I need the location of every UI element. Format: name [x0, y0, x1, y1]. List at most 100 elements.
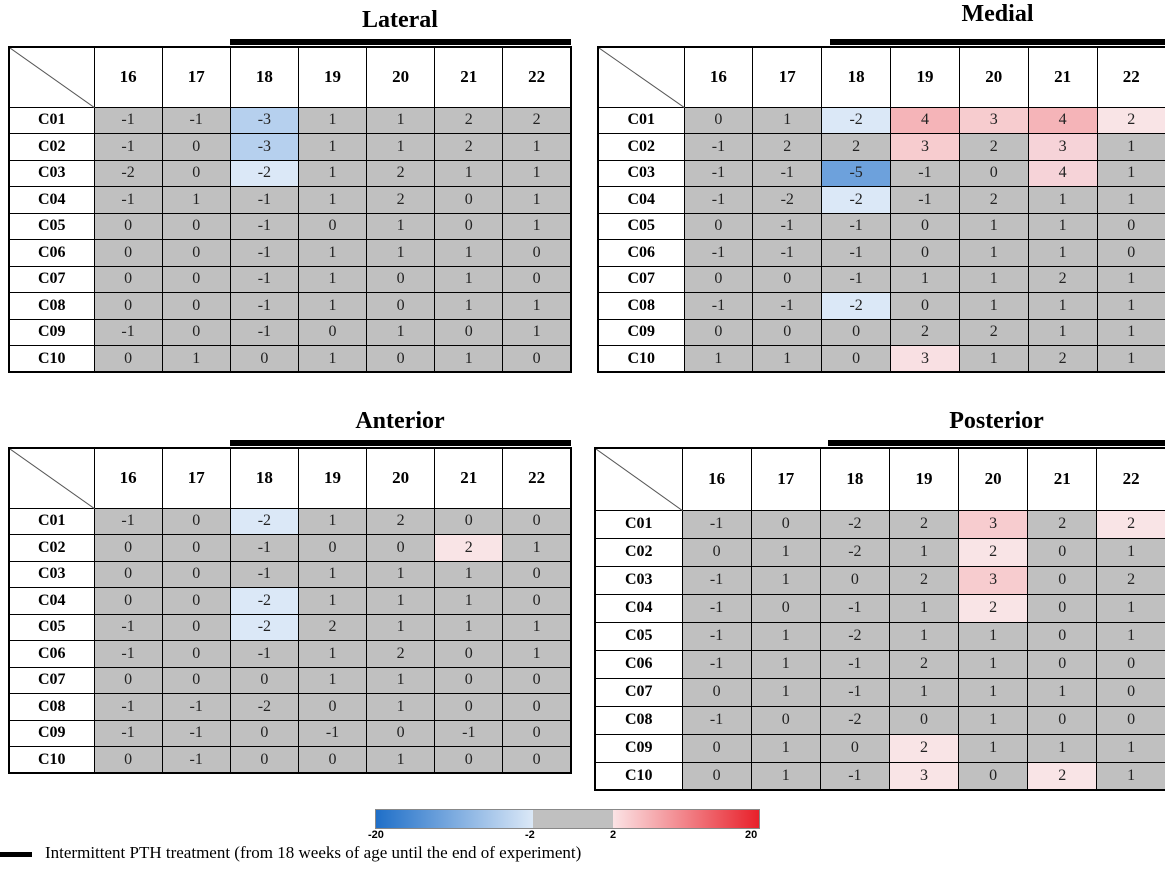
row-header: C08 [594, 705, 683, 735]
table-row: C01 0 1 -2 4 3 4 2 [597, 106, 1165, 134]
column-header: 21 [434, 46, 504, 108]
colorscale-bar [375, 809, 760, 829]
heatmap-cell: 0 [161, 159, 231, 187]
heatmap-cell: 1 [1027, 186, 1098, 214]
heatmap-cell: 1 [958, 677, 1029, 707]
heatmap-cell: 0 [434, 186, 504, 214]
table-row: C02 -1 2 2 3 2 3 1 [597, 133, 1165, 161]
heatmap-cell: 0 [93, 666, 163, 694]
table-row: C01 -1 -1 -3 1 1 2 2 [8, 106, 572, 134]
heatmap-cell: 0 [434, 212, 504, 240]
heatmap-cell: 1 [161, 345, 231, 373]
heatmap-cell: 0 [161, 292, 231, 320]
heatmap-cell: 1 [502, 534, 572, 562]
colorscale-tick: 20 [745, 829, 758, 841]
column-header: 20 [958, 46, 1029, 108]
heatmap-cell: 0 [750, 509, 821, 539]
column-header: 16 [683, 46, 754, 108]
heatmap-cell: 1 [750, 649, 821, 679]
heatmap-cell: 0 [434, 507, 504, 535]
heatmap-cell: -1 [93, 186, 163, 214]
row-header: C01 [8, 507, 95, 535]
heatmap-cell: 0 [434, 666, 504, 694]
heatmap-cell: 1 [434, 613, 504, 641]
colorscale-positive-segment [613, 810, 759, 828]
heatmap-cell: 0 [229, 719, 299, 747]
heatmap-cell: 2 [1027, 761, 1098, 791]
heatmap-cell: -1 [890, 186, 960, 214]
row-header: C01 [597, 106, 685, 134]
table-row: C01 -1 0 -2 1 2 0 0 [8, 507, 572, 535]
heatmap-cell: 1 [888, 593, 960, 623]
heatmap-cell: 2 [1027, 509, 1098, 539]
table-row: C03 -1 -1 -5 -1 0 4 1 [597, 159, 1165, 187]
column-header: 20 [366, 447, 436, 509]
heatmap-cell: 1 [297, 560, 368, 588]
column-header: 21 [1027, 447, 1098, 511]
heatmap-cell: 1 [750, 733, 821, 763]
heatmap-cell: -1 [93, 613, 163, 641]
heatmap-cell: -1 [752, 159, 823, 187]
heatmap-cell: 2 [1096, 509, 1165, 539]
heatmap-cell: -2 [229, 507, 299, 535]
row-header: C04 [8, 587, 95, 615]
heatmap-cell: 0 [161, 666, 231, 694]
heatmap-cell: -1 [161, 719, 231, 747]
heatmap-cell: 1 [683, 345, 754, 373]
heatmap-cell: 1 [890, 265, 960, 293]
heatmap-cell: -1 [297, 719, 368, 747]
treatment-bar-posterior [828, 440, 1165, 446]
heatmap-cell: 0 [502, 719, 572, 747]
table-corner [594, 447, 683, 511]
row-header: C07 [594, 677, 683, 707]
table-row: C08 -1 0 -2 0 1 0 0 [594, 705, 1165, 735]
table-row: C06 0 0 -1 1 1 1 0 [8, 239, 572, 267]
heatmap-cell: 1 [1027, 292, 1098, 320]
heatmap-cell: 0 [161, 560, 231, 588]
heatmap-cell: 0 [93, 345, 163, 373]
heatmap-cell: 1 [434, 560, 504, 588]
heatmap-table-lateral: 16 17 18 19 20 21 22 C01 -1 -1 -3 1 1 2 2 C02 -1 0 -3 1 1 2 1 C… [8, 46, 572, 373]
column-header: 16 [93, 46, 163, 108]
heatmap-cell: 0 [297, 318, 368, 346]
table-row: C07 0 0 -1 1 0 1 0 [8, 265, 572, 293]
heatmap-cell: 1 [366, 133, 436, 161]
table-row: C02 0 1 -2 1 2 0 1 [594, 537, 1165, 567]
column-header: 19 [297, 447, 368, 509]
row-header: C06 [8, 239, 95, 267]
heatmap-cell: 2 [297, 613, 368, 641]
row-header: C10 [597, 345, 685, 373]
heatmap-cell: 0 [93, 746, 163, 774]
treatment-legend-line [0, 852, 32, 857]
heatmap-cell: 1 [297, 507, 368, 535]
heatmap-cell: 1 [1096, 133, 1165, 161]
heatmap-cell: 0 [161, 587, 231, 615]
row-header: C08 [597, 292, 685, 320]
heatmap-cell: 1 [434, 292, 504, 320]
heatmap-cell: 1 [297, 133, 368, 161]
heatmap-cell: -1 [229, 239, 299, 267]
heatmap-cell: 1 [366, 212, 436, 240]
heatmap-cell: 1 [502, 212, 572, 240]
row-header: C03 [8, 560, 95, 588]
heatmap-cell: -3 [229, 133, 299, 161]
heatmap-cell: -2 [229, 613, 299, 641]
heatmap-cell: 0 [752, 265, 823, 293]
heatmap-cell: 0 [502, 345, 572, 373]
row-header: C01 [8, 106, 95, 134]
heatmap-cell: 0 [750, 705, 821, 735]
heatmap-cell: 0 [93, 560, 163, 588]
heatmap-cell: 0 [958, 159, 1029, 187]
table-row: C05 -1 0 -2 2 1 1 1 [8, 613, 572, 641]
heatmap-cell: 3 [890, 345, 960, 373]
heatmap-cell: 0 [502, 666, 572, 694]
heatmap-cell: -1 [681, 593, 752, 623]
heatmap-cell: 1 [502, 159, 572, 187]
table-row: C09 -1 0 -1 0 1 0 1 [8, 318, 572, 346]
column-header: 19 [890, 46, 960, 108]
heatmap-cell: 1 [434, 159, 504, 187]
heatmap-cell: -2 [229, 693, 299, 721]
heatmap-cell: -1 [683, 186, 754, 214]
heatmap-cell: -1 [434, 719, 504, 747]
heatmap-cell: 0 [502, 693, 572, 721]
